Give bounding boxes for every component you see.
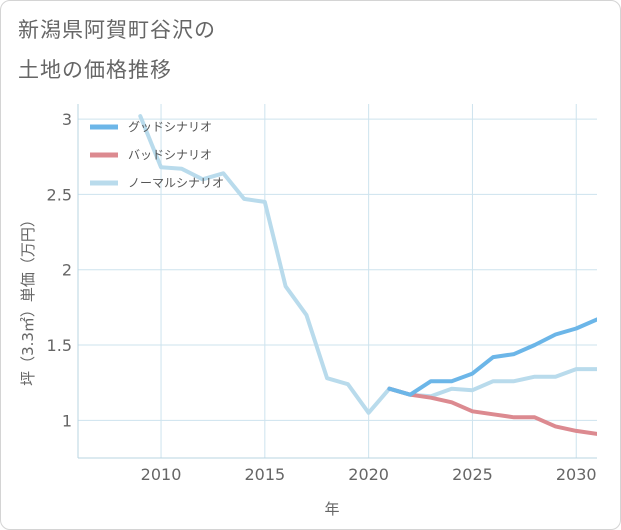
series-line-0 [387,317,597,397]
series-line-2 [138,114,597,415]
axes: 2010 2015 2020 2025 2030 1 1.5 2 2.5 3 [47,104,597,484]
x-axis-label: 年 [324,500,339,518]
series-line-1 [387,386,597,436]
x-tick-label-2010: 2010 [141,465,182,484]
x-tick-label-2015: 2015 [244,465,285,484]
y-tick-label-2: 2 [62,261,72,280]
x-tick-label-2025: 2025 [452,465,493,484]
y-axis-label: 坪（3.3㎡）単価（万円） [19,212,37,386]
y-tick-label-3: 3 [62,110,72,129]
y-tick-label-1: 1 [62,411,72,430]
y-tick-label-2.5: 2.5 [47,185,72,204]
x-tick-label-2030: 2030 [556,465,597,484]
chart-title-line-2: 土地の価格推移 [18,58,172,82]
chart-title-line-1: 新潟県阿賀町谷沢の [18,18,216,42]
legend-label-0: グッドシナリオ [128,120,212,134]
grid-lines [78,104,597,458]
y-tick-label-1.5: 1.5 [47,336,72,355]
x-tick-label-2020: 2020 [348,465,389,484]
legend-label-1: バッドシナリオ [128,148,212,162]
legend-label-2: ノーマルシナリオ [128,176,224,190]
series-lines [138,114,597,436]
